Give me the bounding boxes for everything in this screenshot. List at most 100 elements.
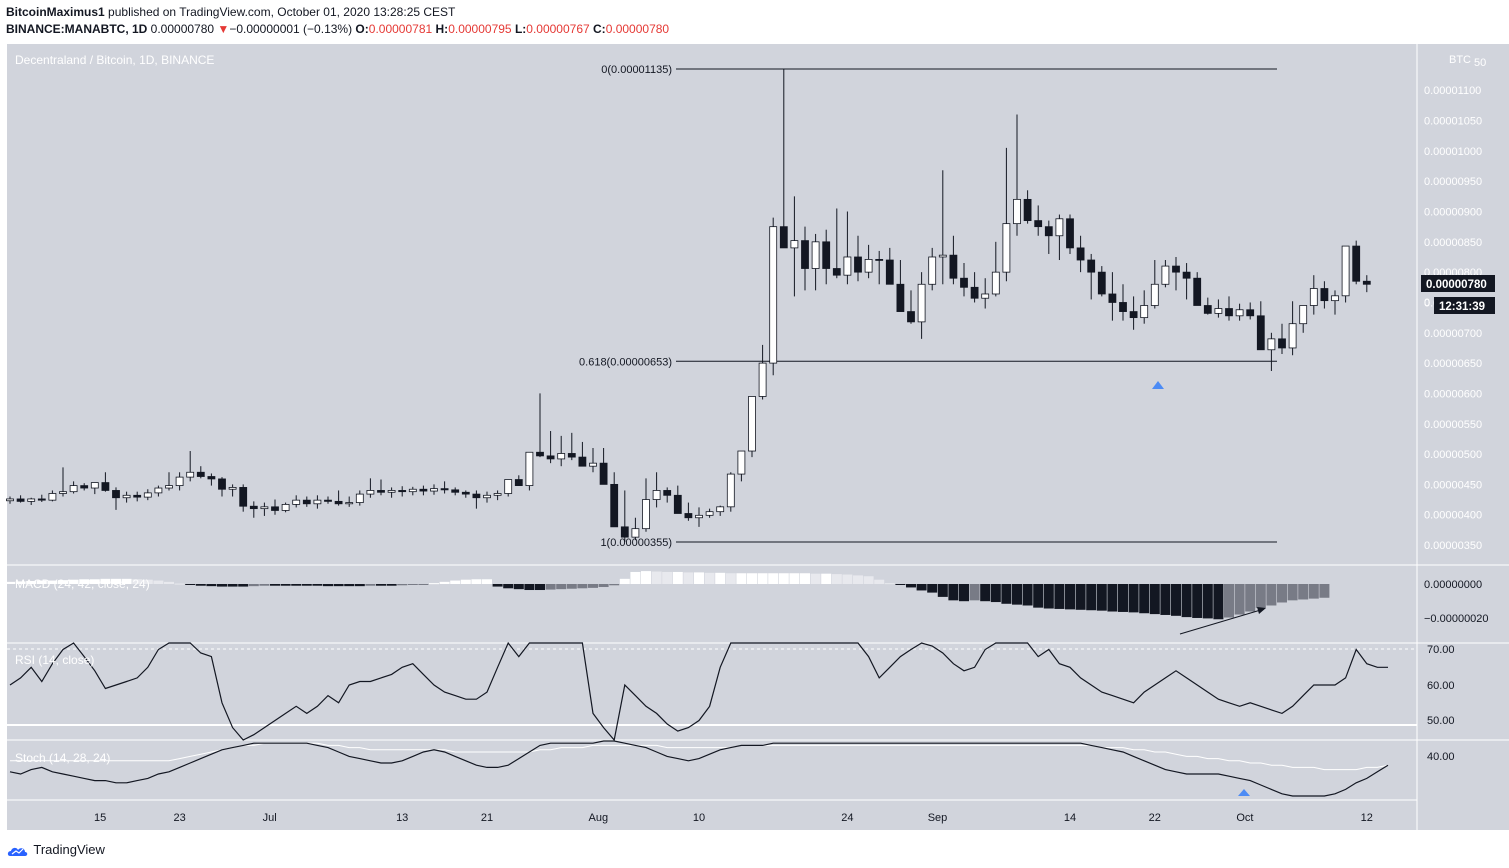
candle-down — [1320, 288, 1329, 302]
candle-up — [928, 256, 937, 285]
macd-bar — [89, 579, 100, 584]
macd-label: MACD (24, 42, close, 24) — [15, 577, 150, 591]
macd-bar — [1065, 584, 1075, 610]
time-tick-label: 24 — [841, 812, 853, 824]
macd-bar — [164, 581, 174, 584]
price-chart[interactable]: 0.00001100 0.00001050 0.00001000 0.00000950… — [0, 44, 1509, 836]
candle-up — [938, 254, 947, 258]
macd-bar — [895, 584, 906, 585]
chart-title: Decentraland / Bitcoin, 1D, BINANCE — [15, 53, 214, 67]
high-value: 0.00000795 — [448, 22, 512, 36]
candle-down — [610, 483, 619, 528]
candle-down — [684, 513, 693, 519]
price-tick-label: 0.00000350 — [1424, 540, 1482, 552]
candle-down — [599, 462, 608, 485]
macd-bar — [439, 581, 450, 584]
candle-down — [578, 456, 587, 467]
candle-down — [567, 453, 576, 458]
candle-down — [514, 479, 523, 487]
candle-up — [917, 283, 926, 323]
time-tick-label: 23 — [173, 812, 185, 824]
macd-bar — [270, 584, 280, 586]
macd-bar — [1255, 584, 1266, 609]
candle-up — [292, 499, 301, 505]
macd-bar — [1202, 584, 1213, 619]
macd-bar — [1213, 584, 1224, 620]
rsi-tick-40: 40.00 — [1427, 751, 1455, 763]
candle-up — [165, 485, 173, 489]
time-tick-label: 13 — [396, 812, 408, 824]
candle-down — [112, 490, 120, 499]
macd-bar — [588, 584, 598, 588]
candle-down — [271, 506, 279, 511]
candle-down — [377, 490, 385, 493]
change-value: −0.00000001 (−0.13%) — [229, 22, 353, 36]
candle-up — [366, 490, 375, 495]
candle-down — [1097, 271, 1106, 295]
macd-bar — [79, 579, 90, 584]
candle-up — [122, 494, 131, 499]
macd-bar — [344, 584, 355, 587]
price-tick-label: 0.00001050 — [1424, 116, 1482, 128]
macd-bar — [429, 583, 439, 585]
candle-down — [1362, 280, 1371, 285]
candle-up — [1331, 295, 1339, 302]
candle-down — [239, 487, 248, 507]
candle-up — [90, 482, 99, 489]
macd-bar — [535, 584, 545, 591]
tradingview-logo[interactable]: TradingView — [6, 842, 105, 858]
fib-level-label: 0.618(0.00000653) — [579, 356, 672, 368]
macd-bar — [1033, 584, 1044, 608]
macd-bar — [301, 584, 312, 586]
open-value: 0.00000781 — [368, 22, 433, 36]
macd-bar — [1107, 584, 1118, 612]
candle-down — [970, 286, 979, 299]
macd-tick-0: 0.00000000 — [1424, 579, 1482, 591]
time-tick-label: 10 — [693, 812, 705, 824]
macd-bar — [1287, 584, 1298, 601]
macd-bar — [980, 584, 991, 602]
candle-down — [1193, 277, 1202, 306]
macd-trend-line — [1179, 608, 1265, 635]
candle-down — [451, 489, 460, 493]
time-tick-label: Jul — [263, 812, 277, 824]
macd-bar — [15, 581, 26, 584]
candle-down — [101, 482, 110, 491]
macd-bar — [1043, 584, 1054, 609]
price-axis-background — [1417, 44, 1509, 830]
candle-down — [37, 498, 46, 501]
macd-bar — [969, 584, 980, 601]
macd-bar — [959, 584, 969, 602]
time-tick-label: Sep — [928, 812, 948, 824]
candle-up — [769, 226, 778, 364]
published-text: published on TradingView.com, October 01… — [108, 5, 456, 19]
publisher-name[interactable]: BitcoinMaximus1 — [6, 5, 105, 19]
macd-bar — [694, 572, 704, 584]
candle-down — [419, 488, 428, 492]
macd-bar — [185, 584, 196, 585]
candle-down — [1256, 315, 1265, 351]
candle-down — [1246, 309, 1255, 317]
macd-bar — [238, 584, 249, 587]
rsi-tick-70: 70.00 — [1427, 644, 1455, 656]
macd-bar — [206, 584, 217, 587]
fib-retracement[interactable]: 0(0.00001135) 0.618(0.00000653) 1(0.000003… — [579, 64, 1277, 549]
candle-down — [207, 476, 216, 480]
macd-bar — [916, 584, 927, 591]
macd-trend-arrow-icon — [1257, 607, 1266, 614]
last-price-tag — [1421, 275, 1495, 292]
candle-down — [324, 499, 332, 502]
high-label: H: — [435, 22, 449, 36]
macd-bar — [217, 584, 227, 587]
candle-up — [48, 493, 57, 501]
last-price-tag-text: 0.00000780 — [1426, 279, 1487, 291]
tradingview-logo-text: TradingView — [33, 842, 105, 857]
macd-bar — [323, 584, 333, 587]
macd-bar — [1181, 584, 1192, 618]
candle-down — [620, 526, 629, 538]
candle-down — [1225, 308, 1233, 317]
price-tick-label: 0.00001100 — [1424, 85, 1481, 97]
macd-bar — [482, 579, 492, 584]
time-tick-label: 15 — [94, 812, 106, 824]
footer: TradingView — [0, 836, 1509, 868]
